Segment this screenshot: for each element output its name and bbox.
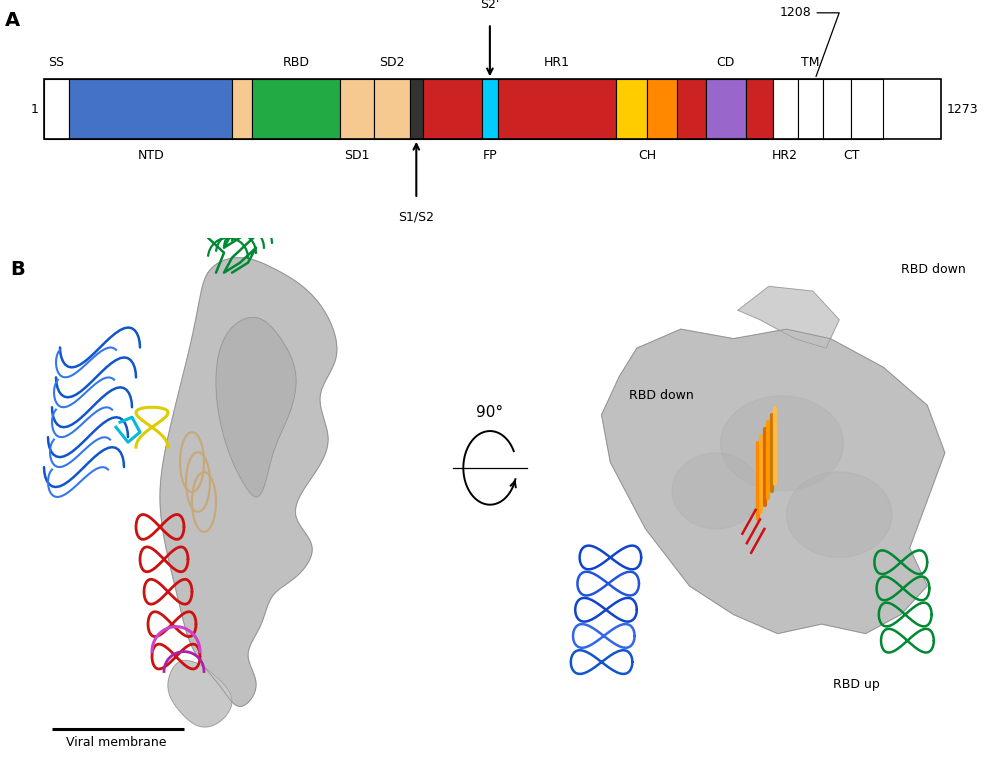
Text: CH: CH — [638, 149, 656, 162]
Bar — [851, 79, 883, 139]
Text: 1: 1 — [30, 103, 38, 116]
Bar — [677, 79, 706, 139]
Polygon shape — [738, 286, 839, 348]
Bar — [647, 79, 677, 139]
Text: Viral membrane: Viral membrane — [66, 736, 166, 749]
Text: RBD: RBD — [283, 56, 310, 69]
Text: RBD up: RBD up — [833, 677, 880, 690]
Polygon shape — [672, 453, 760, 529]
Text: TM: TM — [801, 56, 819, 69]
Bar — [410, 79, 423, 139]
Text: NTD: NTD — [137, 149, 164, 162]
Text: 1208: 1208 — [780, 6, 839, 77]
Bar — [773, 79, 798, 139]
Text: 1273: 1273 — [947, 103, 979, 116]
Bar — [69, 79, 232, 139]
Text: S1/S2: S1/S2 — [398, 211, 434, 224]
Text: HR2: HR2 — [772, 149, 798, 162]
Polygon shape — [787, 472, 892, 558]
Polygon shape — [721, 396, 844, 491]
Polygon shape — [602, 329, 945, 634]
Text: SD1: SD1 — [344, 149, 370, 162]
Bar — [498, 79, 616, 139]
Bar — [232, 79, 252, 139]
Bar — [616, 79, 647, 139]
Bar — [252, 79, 340, 139]
Bar — [374, 79, 410, 139]
Polygon shape — [216, 318, 296, 497]
Bar — [746, 79, 773, 139]
Bar — [482, 79, 498, 139]
Polygon shape — [168, 660, 232, 727]
Bar — [44, 79, 941, 139]
Text: SD2: SD2 — [379, 56, 405, 69]
Text: 90°: 90° — [476, 405, 504, 420]
Text: RBD down: RBD down — [901, 262, 966, 275]
Text: A: A — [5, 12, 20, 31]
Bar — [340, 79, 374, 139]
Polygon shape — [160, 258, 337, 706]
Text: FP: FP — [483, 149, 497, 162]
Bar — [823, 79, 851, 139]
Text: CT: CT — [843, 149, 860, 162]
Bar — [706, 79, 746, 139]
Text: RBD down: RBD down — [629, 390, 694, 402]
Bar — [798, 79, 823, 139]
Bar — [423, 79, 482, 139]
Bar — [44, 79, 69, 139]
Text: HR1: HR1 — [544, 56, 570, 69]
Text: B: B — [10, 260, 25, 279]
Text: CD: CD — [717, 56, 735, 69]
Text: SS: SS — [49, 56, 65, 69]
Text: S2': S2' — [480, 0, 500, 12]
